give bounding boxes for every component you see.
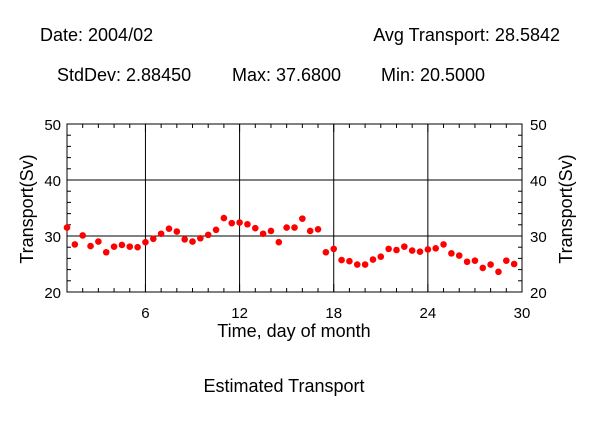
x-tick-label: 18 [325,305,342,322]
data-point [330,245,338,253]
x-axis-label: Time, day of month [217,321,370,341]
y-tick-label-left: 20 [44,285,61,302]
data-point [244,220,251,228]
data-point [471,257,479,264]
avg-transport-label: Avg Transport: 28.5842 [373,25,560,45]
y-tick-label-right: 30 [530,229,547,246]
stddev-label: StdDev: 2.88450 [57,65,192,85]
data-point [495,268,502,276]
y-axis-label-left: Transport(Sv) [17,154,37,263]
data-point [448,250,455,257]
data-point [173,228,181,235]
data-point [361,261,369,268]
data-point [71,241,79,248]
data-point [110,243,118,250]
x-tick-label: 24 [420,305,437,322]
y-tick-label-right: 50 [530,117,547,134]
grid-lines [67,124,522,292]
data-point [95,238,102,245]
data-point [503,257,510,264]
data-point [369,256,377,263]
y-tick-label-right: 20 [530,285,547,302]
data-point [291,224,298,231]
y-tick-label-left: 30 [44,229,61,246]
data-point [463,258,471,266]
min-label: Min: 20.5000 [381,65,486,85]
data-point [299,215,306,222]
data-point [251,224,259,232]
data-point [487,261,494,268]
data-point [401,243,408,250]
data-point [220,214,228,222]
data-point [377,253,385,261]
data-point [314,225,322,233]
y-tick-label-right: 40 [530,173,547,190]
plot-frame [66,123,523,293]
data-point [259,230,267,238]
data-point [393,246,400,254]
data-point [322,248,330,256]
data-point [510,260,518,268]
data-point [126,243,134,250]
data-point [79,232,86,239]
data-point [353,261,361,268]
data-point [118,241,126,249]
data-point [455,252,463,259]
data-point [416,248,424,255]
data-point [102,248,110,256]
data-point [134,243,141,251]
data-point [385,245,392,253]
data-point [346,257,353,265]
data-point [87,242,94,250]
data-point [267,227,275,235]
data-point [204,231,212,239]
data-point [157,230,165,238]
data-point [197,234,204,242]
x-tick-label: 12 [231,305,248,322]
data-point [408,247,416,254]
y-tick-label-left: 40 [44,173,61,190]
data-point [149,235,157,243]
data-point [338,256,345,264]
max-label: Max: 37.6800 [232,65,342,85]
data-point [165,225,173,233]
chart-caption: Estimated Transport [203,376,364,396]
data-point [424,246,432,253]
data-points [63,214,518,276]
data-point [432,245,440,252]
data-point [142,238,149,246]
data-point [236,219,243,226]
axes: 6 12 18 24 30 20 20 30 30 40 40 50 50 [44,117,546,322]
date-label: Date: 2004/02 [40,25,154,45]
y-axis-label-right: Transport(Sv) [556,154,576,263]
data-point [440,241,447,248]
data-point [189,238,196,245]
x-tick-label: 6 [141,305,149,322]
data-point [228,219,236,227]
data-point [275,238,283,246]
x-tick-label: 30 [514,305,531,322]
y-tick-label-left: 50 [44,117,61,134]
data-point [306,227,314,235]
data-point [181,236,188,243]
data-point [63,224,71,231]
data-point [479,264,487,272]
data-point [212,226,220,234]
data-point [283,224,290,231]
